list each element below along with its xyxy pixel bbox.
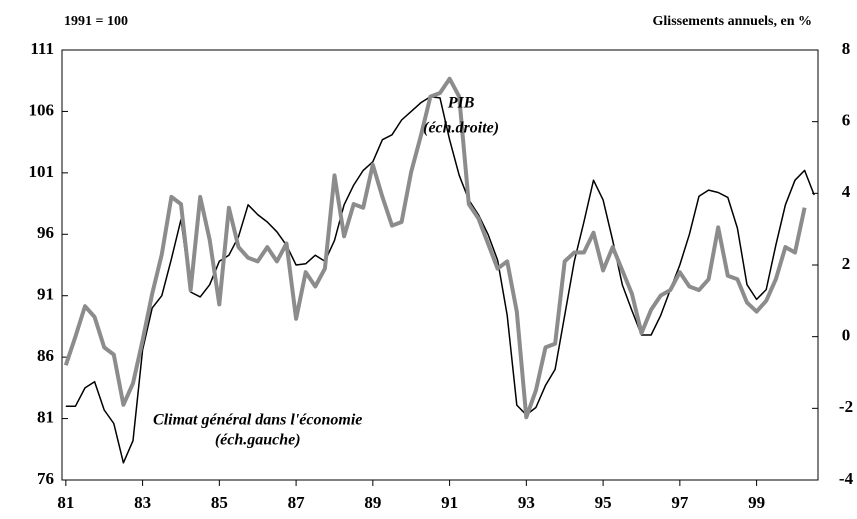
y-tick-label: 111 bbox=[30, 39, 54, 58]
y2-tick-label: 8 bbox=[842, 39, 851, 58]
series-line bbox=[63, 76, 807, 420]
x-tick-label: 81 bbox=[57, 493, 74, 512]
series-line bbox=[65, 95, 815, 464]
x-tick-label: 99 bbox=[748, 493, 765, 512]
y2-tick-label: -2 bbox=[839, 397, 853, 416]
x-tick-label: 87 bbox=[288, 493, 306, 512]
right-axis-note: Glissements annuels, en % bbox=[653, 14, 812, 29]
y-tick-label: 76 bbox=[37, 469, 54, 488]
x-tick-label: 91 bbox=[441, 493, 458, 512]
y2-tick-label: -4 bbox=[839, 469, 854, 488]
y-tick-label: 81 bbox=[37, 407, 54, 426]
annotation: PIB bbox=[447, 94, 475, 111]
x-tick-label: 83 bbox=[134, 493, 151, 512]
y2-tick-label: 0 bbox=[842, 326, 851, 345]
x-tick-label: 89 bbox=[364, 493, 381, 512]
annotation: (éch.gauche) bbox=[215, 431, 301, 448]
y-tick-label: 96 bbox=[37, 223, 54, 242]
y2-tick-label: 2 bbox=[842, 254, 851, 273]
x-tick-label: 93 bbox=[518, 493, 535, 512]
y-tick-label: 86 bbox=[37, 346, 54, 365]
left-axis-note: 1991 = 100 bbox=[64, 14, 128, 29]
annotation: (éch.droite) bbox=[423, 120, 499, 137]
x-tick-label: 95 bbox=[595, 493, 612, 512]
annotation: Climat général dans l'économie bbox=[153, 412, 362, 429]
x-tick-label: 97 bbox=[671, 493, 689, 512]
y2-tick-label: 4 bbox=[842, 182, 851, 201]
y-tick-label: 91 bbox=[37, 285, 54, 304]
x-tick-label: 85 bbox=[211, 493, 228, 512]
y-tick-label: 106 bbox=[29, 100, 55, 119]
y2-tick-label: 6 bbox=[842, 111, 851, 130]
y-tick-label: 101 bbox=[29, 162, 55, 181]
